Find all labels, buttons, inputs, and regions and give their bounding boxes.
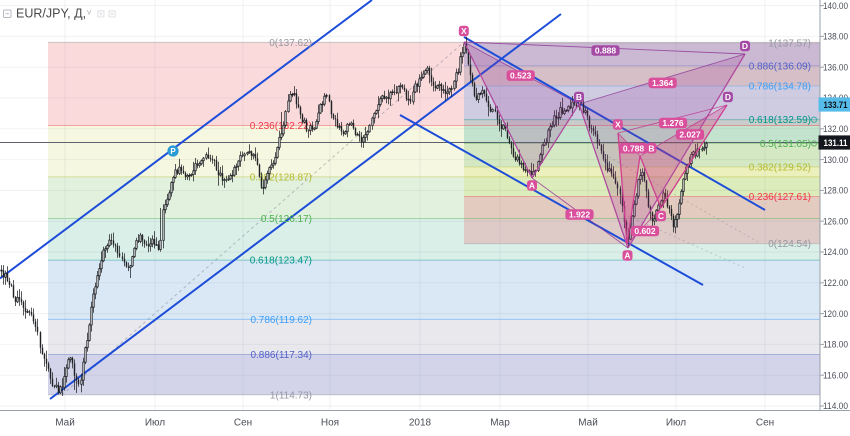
svg-text:0.788: 0.788 [623, 143, 645, 153]
svg-text:0.602: 0.602 [634, 226, 656, 236]
svg-text:EUR/JPY, Д,: EUR/JPY, Д, [16, 7, 86, 21]
svg-text:0.523: 0.523 [510, 71, 532, 81]
svg-text:131.11: 131.11 [824, 138, 849, 149]
svg-text:138.00: 138.00 [823, 32, 848, 43]
svg-text:136.00: 136.00 [823, 62, 848, 73]
svg-text:Сен: Сен [756, 418, 774, 429]
svg-text:Сен: Сен [234, 418, 252, 429]
svg-text:116.00: 116.00 [823, 370, 848, 381]
svg-text:130.00: 130.00 [823, 155, 848, 166]
svg-text:P: P [170, 147, 176, 156]
svg-text:2.027: 2.027 [679, 130, 701, 140]
svg-text:128.00: 128.00 [823, 186, 848, 197]
svg-text:126.00: 126.00 [823, 216, 848, 227]
svg-text:0.786(134.78): 0.786(134.78) [749, 82, 811, 93]
svg-text:124.00: 124.00 [823, 247, 848, 258]
svg-text:B: B [648, 143, 654, 153]
svg-text:0.5(131.05): 0.5(131.05) [760, 139, 811, 150]
svg-text:Июл: Июл [145, 418, 165, 429]
svg-text:133.71: 133.71 [824, 100, 849, 111]
svg-text:0.886(117.34): 0.886(117.34) [250, 350, 312, 361]
svg-text:1.922: 1.922 [569, 210, 591, 220]
svg-text:0.618(132.59): 0.618(132.59) [749, 115, 811, 126]
svg-text:0(137.62): 0(137.62) [269, 38, 312, 49]
svg-text:1(114.73): 1(114.73) [270, 390, 312, 401]
svg-text:D: D [742, 41, 748, 51]
svg-text:114.00: 114.00 [823, 401, 848, 412]
svg-text:140.00: 140.00 [823, 1, 848, 12]
svg-text:A: A [529, 181, 535, 191]
svg-text:B: B [576, 92, 582, 102]
svg-text:122.00: 122.00 [823, 278, 848, 289]
svg-text:0.382(129.52): 0.382(129.52) [749, 163, 811, 174]
svg-text:Июл: Июл [666, 418, 686, 429]
svg-text:120.00: 120.00 [823, 309, 848, 320]
svg-text:0.886(136.09): 0.886(136.09) [749, 61, 811, 72]
svg-text:X: X [461, 26, 467, 36]
svg-text:0.786(119.62): 0.786(119.62) [250, 315, 312, 326]
svg-text:C: C [658, 211, 664, 221]
svg-text:Мар: Мар [490, 418, 510, 429]
svg-text:D: D [725, 92, 731, 102]
svg-text:Май: Май [55, 418, 75, 429]
svg-text:132.00: 132.00 [823, 124, 848, 135]
svg-text:0.618(123.47): 0.618(123.47) [250, 256, 312, 267]
svg-text:118.00: 118.00 [823, 340, 848, 351]
svg-text:1(137.57): 1(137.57) [768, 39, 811, 50]
svg-text:Май: Май [578, 418, 598, 429]
svg-text:0.888: 0.888 [595, 46, 617, 56]
svg-text:˅: ˅ [87, 8, 92, 18]
svg-text:Ноя: Ноя [321, 418, 339, 429]
svg-text:2018: 2018 [409, 418, 432, 429]
svg-text:0(124.54): 0(124.54) [768, 239, 811, 250]
svg-text:A: A [624, 251, 630, 261]
svg-text:0.236(127.61): 0.236(127.61) [749, 192, 811, 203]
svg-text:X: X [615, 120, 621, 130]
svg-text:1.364: 1.364 [652, 78, 674, 88]
svg-text:1.276: 1.276 [662, 118, 684, 128]
svg-text:0.5(126.17): 0.5(126.17) [261, 214, 312, 225]
